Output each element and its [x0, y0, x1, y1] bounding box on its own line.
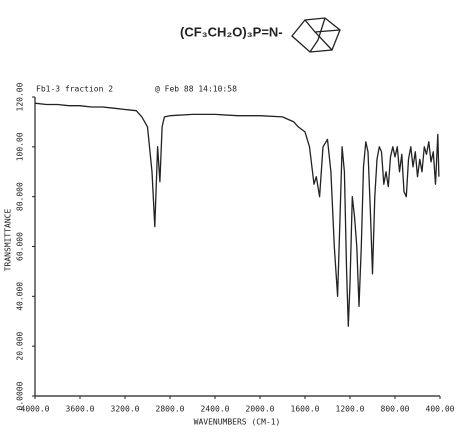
- x-tick-label: 1600.0: [291, 405, 320, 414]
- x-tick-label: 400.00: [426, 405, 455, 414]
- x-tick-label: 1200.0: [336, 405, 365, 414]
- y-axis-title: TRANSMITTANCE: [4, 209, 13, 272]
- sample-label: Fb1-3 fraction 2: [36, 85, 113, 94]
- x-tick-label: 3600.0: [66, 405, 95, 414]
- axis-frame: [34, 97, 440, 397]
- date-label: @ Feb 88 14:10:58: [155, 85, 237, 94]
- x-tick-label: 2800.0: [156, 405, 185, 414]
- adamantane-structure: [291, 17, 341, 53]
- y-tick-label: 80.000: [16, 182, 25, 211]
- x-tick-label: 2000.0: [246, 405, 275, 414]
- y-tick-label: 0.0000: [16, 381, 25, 410]
- y-tick-label: 60.000: [16, 232, 25, 261]
- x-tick-label: 2400.0: [201, 405, 230, 414]
- x-tick-label: 4000.0: [21, 405, 50, 414]
- y-tick-label: 120.00: [16, 82, 25, 111]
- y-tick-label: 40.000: [16, 282, 25, 311]
- chart-title: (CF₃CH₂O)₃P=N-: [180, 24, 283, 39]
- y-tick-label: 20.000: [16, 332, 25, 361]
- spectrum-line: [34, 102, 440, 327]
- x-tick-label: 800.00: [381, 405, 410, 414]
- y-tick-label: 100.00: [16, 132, 25, 161]
- x-axis-title: WAVENUMBERS (CM-1): [194, 418, 281, 427]
- x-tick-label: 3200.0: [111, 405, 140, 414]
